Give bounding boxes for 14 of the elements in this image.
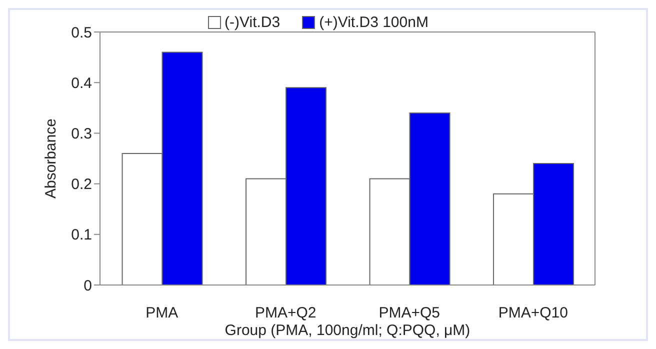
y-axis-title: Absorbance — [42, 118, 60, 199]
y-tick-label: 0.5 — [71, 24, 92, 42]
x-tick-label: PMA+Q10 — [498, 304, 568, 322]
legend-label: (+)Vit.D3 100nM — [318, 14, 428, 31]
y-tick-label: 0.3 — [71, 126, 92, 143]
y-tick-label: 0.1 — [71, 226, 92, 244]
y-tick-label: 0.4 — [71, 74, 92, 92]
x-tick-label: PMA — [146, 304, 178, 322]
y-tick-label: 0.2 — [71, 176, 92, 194]
legend-label: (-)Vit.D3 — [224, 14, 280, 31]
x-axis-title: Group (PMA, 100ng/ml; Q:PQQ, μM) — [224, 322, 470, 339]
x-tick-label: PMA+Q5 — [378, 304, 440, 322]
x-tick-label: PMA+Q2 — [254, 304, 316, 322]
y-tick-label: 0 — [84, 277, 92, 294]
